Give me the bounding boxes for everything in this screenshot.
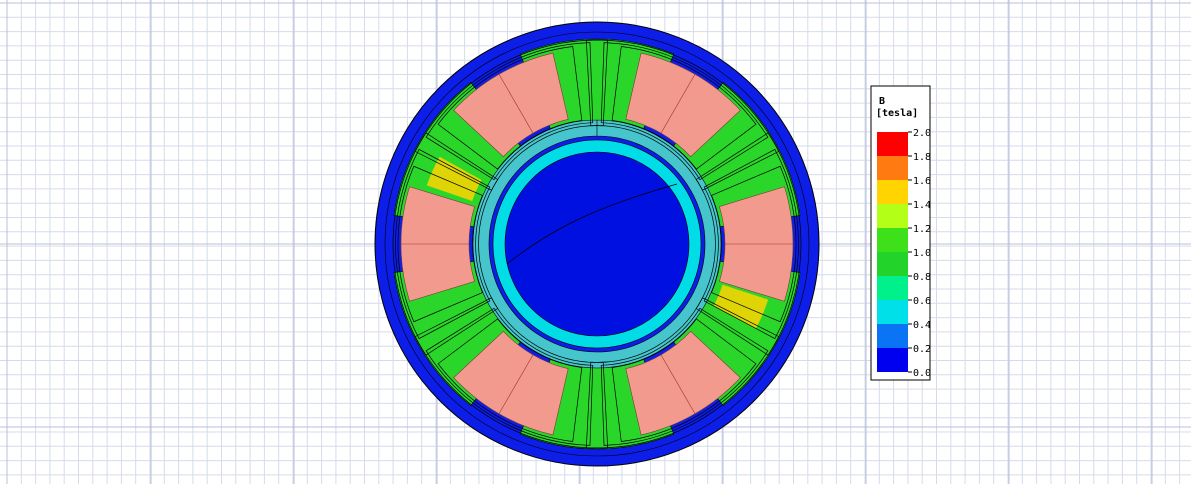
- stator-coil: [453, 330, 569, 436]
- legend-swatch: [877, 324, 908, 348]
- legend-tick-label: 0.4: [913, 320, 931, 331]
- flux-line: [425, 307, 594, 446]
- rotor: [492, 139, 702, 349]
- stator-coil: [625, 52, 741, 158]
- legend-swatch: [877, 252, 908, 276]
- flux-line: [703, 148, 799, 340]
- coil-divider: [498, 74, 534, 134]
- stator-coils: [400, 52, 794, 436]
- saturation-regions: [426, 156, 769, 329]
- coil-divider: [498, 354, 534, 414]
- flux-line: [397, 165, 483, 323]
- legend-swatch: [877, 132, 908, 156]
- air-gap-ring: [472, 119, 722, 369]
- legend-tick-label: 1.4: [913, 200, 931, 211]
- flux-line: [611, 46, 757, 170]
- legend-unit: [tesla]: [876, 108, 918, 119]
- stator-outline: [384, 31, 810, 457]
- legend-tick-label: 0.6: [913, 296, 931, 307]
- legend-tick-label: 1.0: [913, 248, 931, 259]
- saturation-region: [713, 284, 769, 329]
- legend-swatch: [877, 180, 908, 204]
- legend-swatch: [877, 276, 908, 300]
- flux-line: [611, 318, 757, 442]
- motor-cross-section: [374, 21, 820, 467]
- color-legend: B [tesla] 2.0 1.8 1.6 1.4 1.2 1.0 0.8 0.6 0.4 0.2…: [870, 85, 931, 381]
- flux-line: [711, 165, 797, 323]
- legend-tick-label: 0.2: [913, 344, 931, 355]
- coil-divider: [660, 74, 696, 134]
- legend-swatch: [877, 156, 908, 180]
- saturation-region: [426, 156, 482, 202]
- legend-tick-label: 1.2: [913, 224, 931, 235]
- coil-divider: [660, 354, 696, 414]
- flux-line: [437, 318, 583, 442]
- legend-swatch: [877, 204, 908, 228]
- legend-tick-label: 2.0: [913, 128, 931, 139]
- flux-line: [425, 42, 594, 181]
- legend-title: B: [879, 96, 885, 107]
- rotor-core: [504, 151, 690, 337]
- rotor-flux-line: [506, 183, 678, 265]
- flux-line: [437, 46, 583, 170]
- legend-swatch: [877, 228, 908, 252]
- legend-swatch: [877, 348, 908, 372]
- legend-tick-label: 0.0: [913, 368, 931, 379]
- stator-coil: [453, 52, 569, 158]
- flux-line: [600, 307, 769, 446]
- legend-color-scale: [877, 132, 908, 372]
- flux-line: [395, 148, 491, 340]
- legend-swatch: [877, 300, 908, 324]
- flux-line: [600, 42, 769, 181]
- flux-lines: [392, 39, 802, 449]
- legend-tick-labels: 2.0 1.8 1.6 1.4 1.2 1.0 0.8 0.6 0.4 0.2 0.0: [908, 128, 931, 379]
- stator-coil: [625, 330, 741, 436]
- flux-line: [414, 39, 609, 191]
- legend-tick-label: 1.8: [913, 152, 931, 163]
- legend-tick-label: 0.8: [913, 272, 931, 283]
- legend-tick-label: 1.6: [913, 176, 931, 187]
